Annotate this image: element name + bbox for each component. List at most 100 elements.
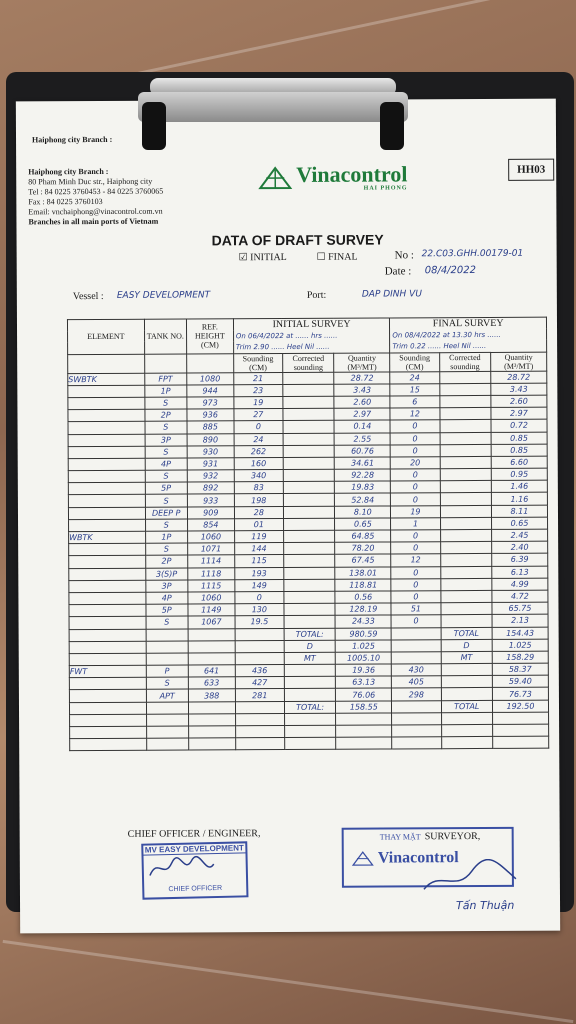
table-cell: 854 [187,518,235,532]
table-cell [440,687,493,701]
table-cell [439,419,492,433]
table-cell [439,407,491,421]
table-cell: 4.72 [491,590,548,603]
final-trim: Trim 0.22 ...... Heel Nil ...... [389,340,547,353]
table-cell: 2.55 [334,432,391,445]
table-cell: 52.84 [334,493,391,506]
table-cell [439,468,492,481]
port-label: Port: [306,289,327,301]
table-cell [146,738,189,751]
table-cell [69,653,146,666]
table-cell: 28 [234,506,284,519]
table-cell [284,737,337,750]
table-cell [441,712,493,725]
table-cell [335,712,392,726]
table-cell [68,579,146,593]
table-cell [188,725,236,739]
table-cell [440,602,492,616]
table-cell: 0.65 [334,517,391,531]
table-cell: MT [284,652,336,665]
table-cell: 890 [186,433,234,446]
table-cell: 12 [391,554,441,567]
surveyor-signature [423,858,517,890]
table-cell [283,530,335,543]
table-cell: 78.20 [334,542,392,555]
table-cell: 980.59 [335,627,392,640]
table-cell [235,725,285,738]
form-title: DATA OF DRAFT SURVEY [211,231,384,249]
table-cell: 3(S)P [145,567,188,580]
table-cell [391,712,442,725]
table-cell: 0 [390,468,440,482]
table-cell: 3P [145,579,188,593]
table-cell [235,713,285,726]
table-cell: 154.43 [492,626,549,640]
table-cell: 0.85 [491,443,548,457]
table-cell [283,566,336,580]
table-cell: 67.45 [335,554,392,567]
table-cell: S [144,470,188,483]
table-cell: 1118 [187,567,235,580]
table-cell: S [145,518,188,532]
table-cell [68,604,146,617]
table-cell: 0.56 [335,590,392,604]
table-cell: 1071 [187,542,235,556]
table-cell [283,615,336,629]
table-cell: 0 [390,432,440,445]
table-cell [336,737,393,750]
table-cell: 933 [187,494,235,507]
table-cell [492,724,549,737]
table-cell: 19.5 [234,615,284,629]
table-cell [439,370,491,384]
vessel-label: Vessel : [72,290,104,303]
table-cell: TOTAL: [283,627,336,641]
table-cell [284,688,336,702]
table-cell: 930 [187,445,234,458]
table-cell: SWBTK [67,372,145,386]
table-cell: S [144,494,188,507]
table-cell: 0.14 [334,420,391,433]
table-cell: 1P [145,531,188,544]
table-cell [69,726,147,739]
table-cell: 64.85 [334,529,391,543]
table-cell: 115 [234,554,284,568]
table-cell [492,736,549,749]
table-cell [68,494,146,508]
table-cell [68,482,145,496]
table-cell [283,603,336,616]
scale-icon [258,166,293,190]
table-cell [441,736,493,750]
table-cell [440,565,492,579]
table-cell [284,676,336,689]
table-cell: 340 [234,469,284,483]
table-cell: 8.11 [491,504,548,518]
table-cell [282,396,335,409]
table-cell [440,529,492,542]
table-cell [69,714,147,727]
table-cell: 65.75 [491,602,549,615]
table-cell: 144 [234,542,284,556]
branch-title: Haiphong city Branch : [32,134,113,145]
table-cell: 34.61 [334,456,391,470]
clipboard-clip [138,78,408,150]
table-cell: 51 [391,602,441,616]
table-cell [68,555,146,569]
draft-survey-table: ELEMENT TANK NO. REF. HEIGHT (CM) INITIA… [67,317,549,752]
address-line: Branches in all main ports of Vietnam [28,216,159,227]
table-cell: 2.40 [491,541,548,554]
table-cell [188,713,236,727]
table-cell: 12 [390,407,440,421]
table-cell [187,628,235,641]
table-cell: 1.025 [492,638,549,652]
header-element: ELEMENT [67,319,145,355]
table-cell [283,542,336,555]
table-cell [335,724,393,738]
table-cell: 633 [188,677,236,690]
table-cell: 405 [391,675,441,689]
table-cell: 19 [390,505,441,518]
table-cell: D [284,639,336,653]
table-cell: 23 [233,384,283,397]
table-cell: 1.46 [491,480,548,493]
date-value: 08/4/2022 [424,265,477,277]
table-cell [69,628,146,642]
